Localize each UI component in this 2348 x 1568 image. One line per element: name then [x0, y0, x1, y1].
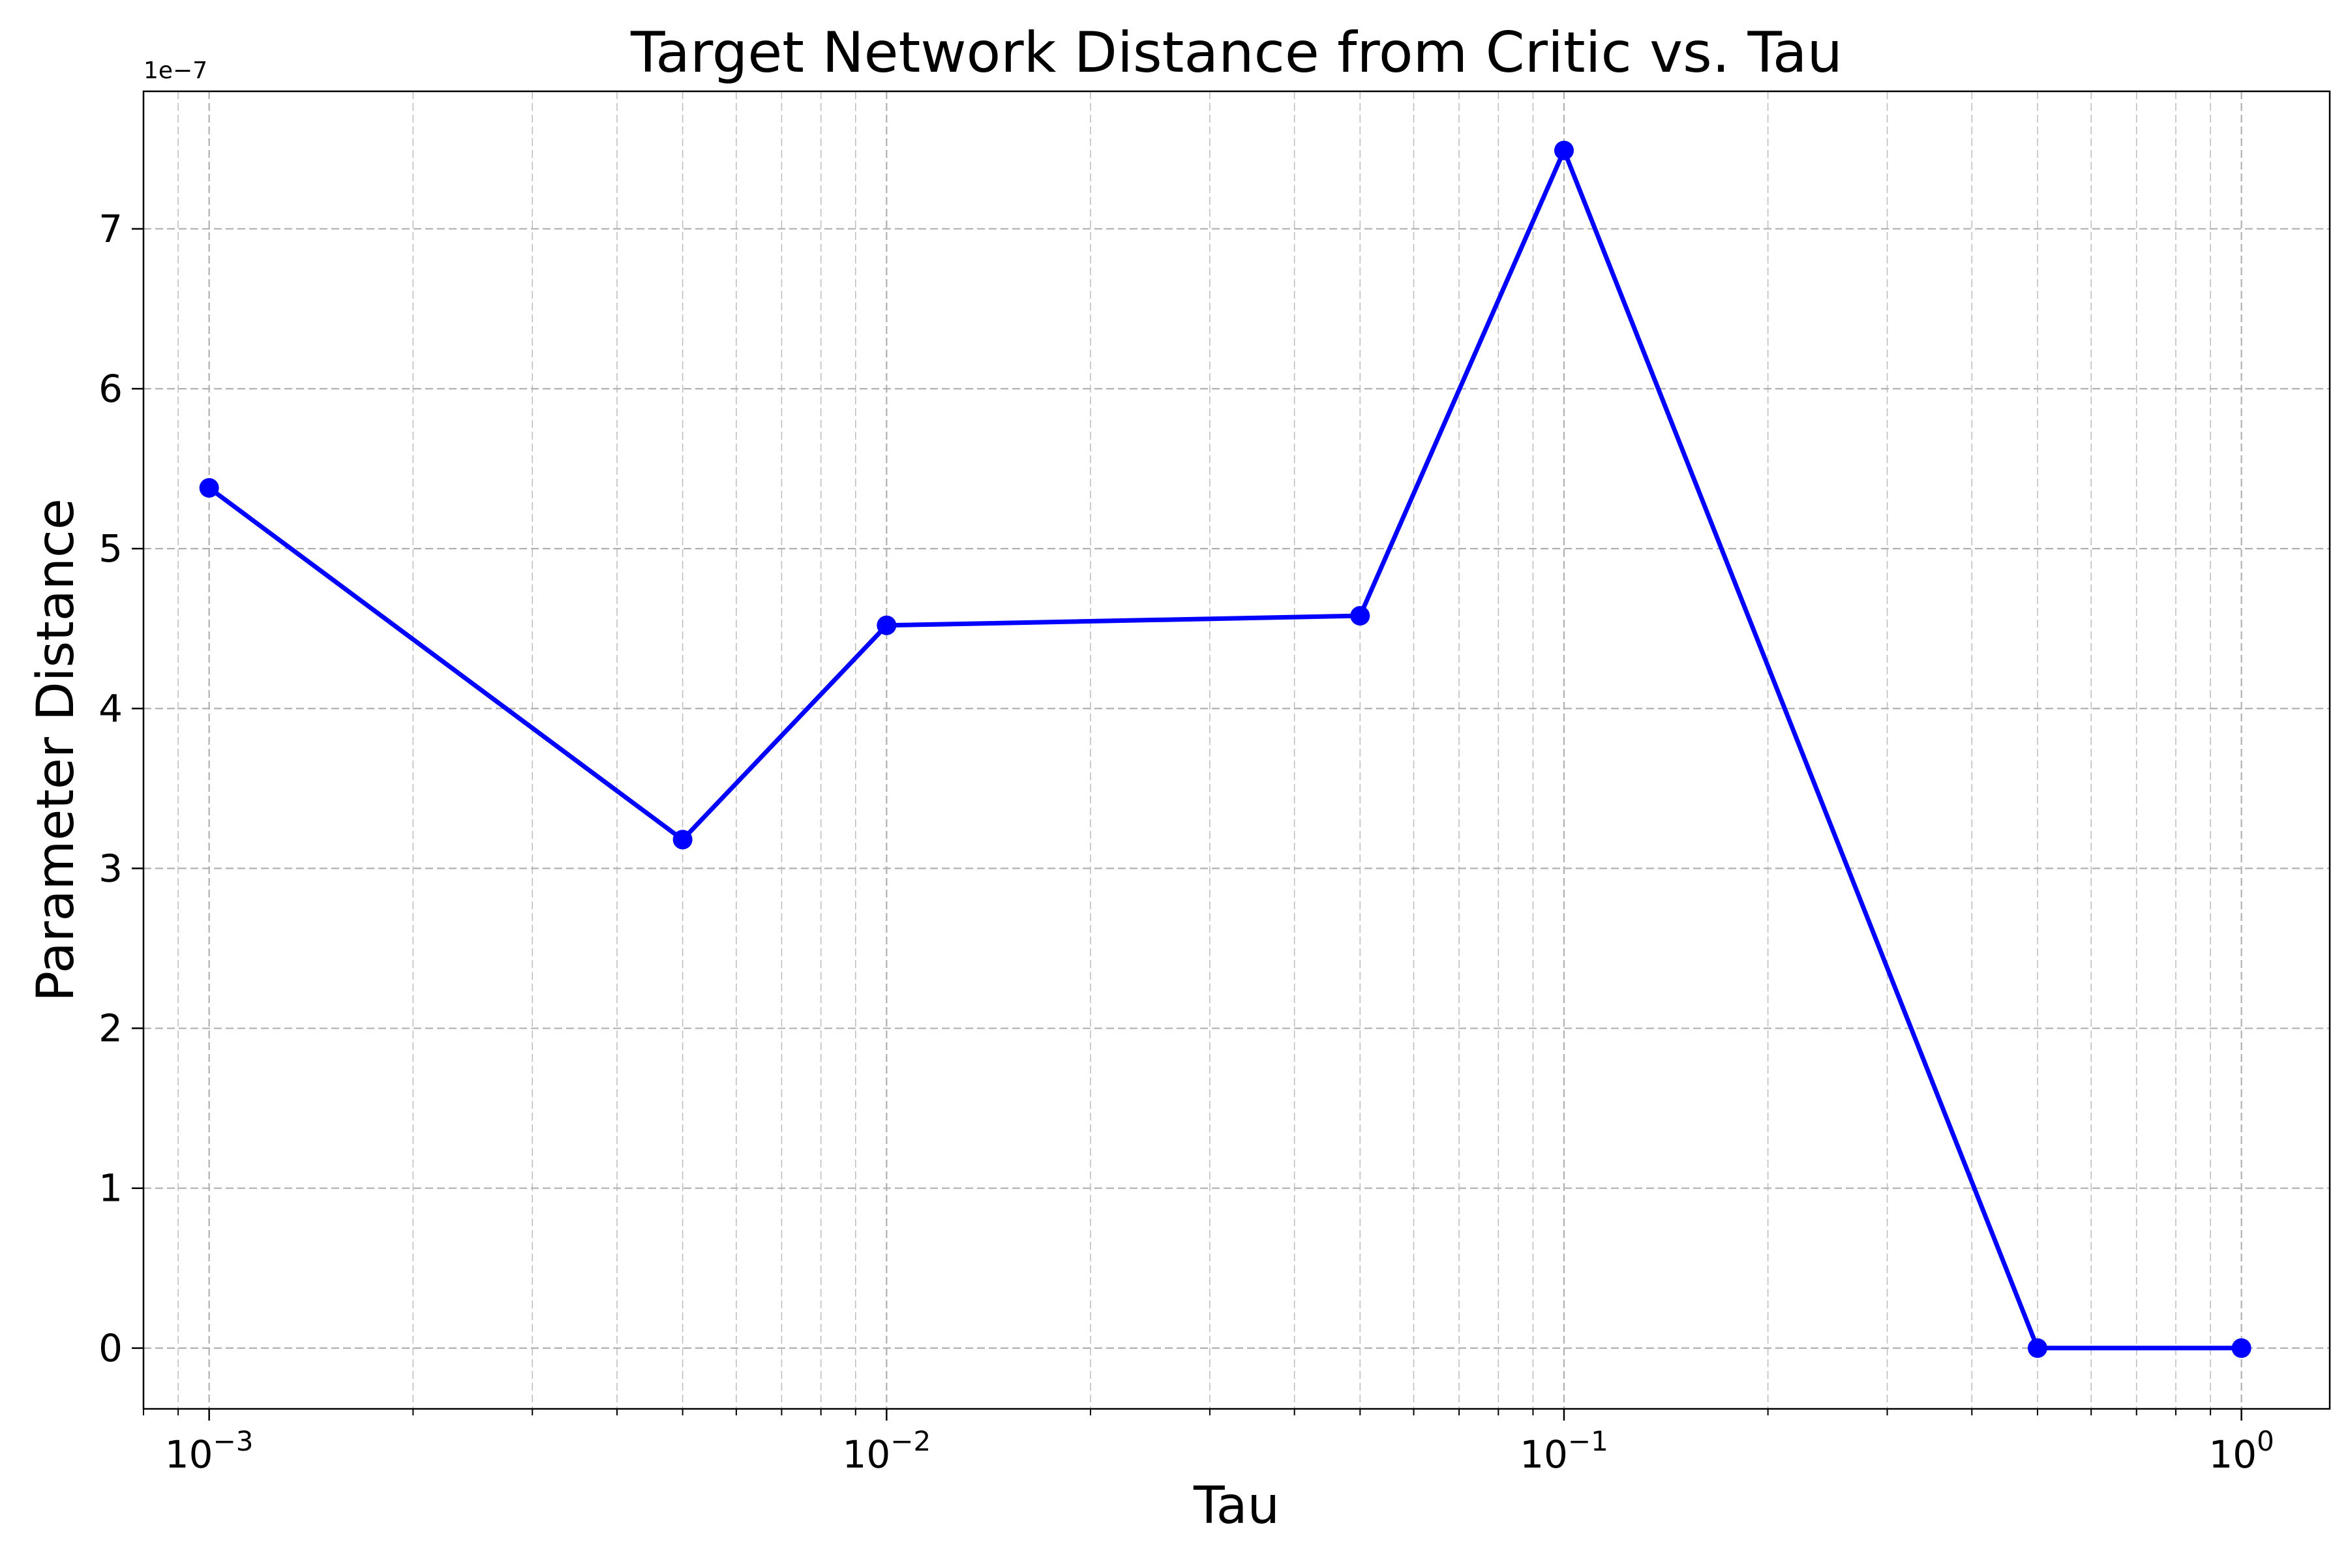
y-axis-label: Parameter Distance	[27, 498, 85, 1002]
x-tick-label: 100	[2208, 1425, 2274, 1477]
data-point-marker	[2027, 1338, 2047, 1358]
series-layer	[199, 140, 2251, 1358]
grid-lines	[143, 91, 2330, 1409]
data-point-marker	[672, 830, 693, 850]
y-tick-label: 1	[98, 1166, 123, 1211]
chart-title: Target Network Distance from Critic vs. …	[630, 20, 1843, 85]
y-axis-offset-label: 1e−7	[143, 57, 207, 84]
data-point-marker	[1350, 606, 1370, 626]
x-tick-label: 10−3	[165, 1425, 254, 1477]
y-tick-label: 2	[98, 1006, 123, 1051]
data-point-marker	[877, 615, 897, 635]
data-point-marker	[2231, 1338, 2251, 1358]
x-axis-label: Tau	[1193, 1477, 1280, 1535]
x-tick-label: 10−2	[842, 1425, 931, 1477]
plot-area-frame	[142, 90, 2331, 1410]
series-line	[207, 148, 2242, 1351]
y-tick-label: 0	[98, 1326, 123, 1370]
data-point-marker	[199, 477, 219, 498]
x-tick-label: 10−1	[1520, 1425, 1608, 1477]
y-tick-label: 5	[98, 526, 123, 571]
axis-ticks: 10−3 10−2 10−1 100 0 1 2 3 4 5 6 7	[98, 207, 2274, 1477]
y-tick-label: 3	[98, 846, 123, 890]
y-tick-label: 7	[98, 207, 123, 251]
data-point-marker	[1554, 140, 1574, 160]
y-tick-label: 6	[98, 367, 123, 411]
y-tick-label: 4	[98, 686, 123, 731]
